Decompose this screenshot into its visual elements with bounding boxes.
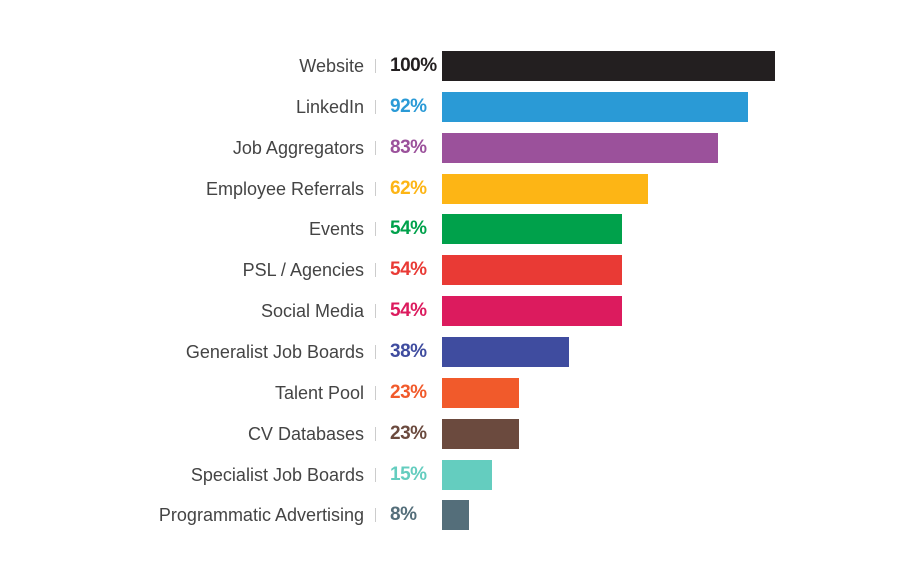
bar xyxy=(442,255,622,286)
category-label: LinkedIn xyxy=(295,96,364,117)
category-label: PSL / Agencies xyxy=(242,260,364,281)
value-label: 38% xyxy=(390,340,427,362)
value-label: 100% xyxy=(390,55,437,76)
value-label: 23% xyxy=(390,422,427,444)
separator xyxy=(375,344,376,359)
value-label: 83% xyxy=(390,136,427,158)
bar-row: LinkedIn 92% xyxy=(0,91,900,122)
bar-row: Programmatic Advertising 8% xyxy=(0,500,900,531)
bar-row: PSL / Agencies 54% xyxy=(0,255,900,286)
category-label: Specialist Job Boards xyxy=(190,464,364,485)
value-label: 54% xyxy=(390,300,427,322)
category-label: Talent Pool xyxy=(274,382,364,403)
separator xyxy=(375,181,376,196)
value-label: 15% xyxy=(390,463,427,485)
category-label: Events xyxy=(308,219,364,240)
bar xyxy=(442,296,622,327)
separator xyxy=(375,263,376,278)
separator xyxy=(375,508,376,523)
category-label: Website xyxy=(299,56,364,76)
bar xyxy=(442,336,569,367)
bar-row: Generalist Job Boards 38% xyxy=(0,336,900,367)
value-label: 8% xyxy=(390,504,417,526)
value-label: 92% xyxy=(390,95,427,117)
category-label: Job Aggregators xyxy=(232,137,364,158)
separator xyxy=(375,426,376,441)
category-label: Social Media xyxy=(260,301,364,322)
value-label: 54% xyxy=(390,259,427,281)
bar-row: Social Media 54% xyxy=(0,296,900,327)
separator xyxy=(375,140,376,155)
category-label: Employee Referrals xyxy=(205,178,364,199)
value-label: 23% xyxy=(390,381,427,403)
category-label: Programmatic Advertising xyxy=(158,505,364,526)
value-label: 62% xyxy=(390,177,427,199)
bar xyxy=(442,51,775,81)
separator xyxy=(375,222,376,237)
separator xyxy=(375,304,376,319)
separator xyxy=(375,99,376,114)
category-label: CV Databases xyxy=(247,423,364,444)
bar xyxy=(442,459,492,490)
bar-row: Events 54% xyxy=(0,214,900,245)
separator xyxy=(375,467,376,482)
bar-row: CV Databases 23% xyxy=(0,418,900,449)
bar xyxy=(442,500,469,531)
separator xyxy=(375,385,376,400)
bar xyxy=(442,214,622,245)
bar xyxy=(442,132,719,163)
bar xyxy=(442,377,519,408)
value-label: 54% xyxy=(390,218,427,240)
bar xyxy=(442,91,749,122)
category-label: Generalist Job Boards xyxy=(185,341,364,362)
bar xyxy=(442,173,649,204)
bar xyxy=(442,418,519,449)
bar-row: Employee Referrals 62% xyxy=(0,173,900,204)
bar-row: Website 100% xyxy=(0,51,900,81)
bar-row: Specialist Job Boards 15% xyxy=(0,459,900,490)
separator xyxy=(375,59,376,73)
bar-row: Talent Pool 23% xyxy=(0,377,900,408)
bar-row: Job Aggregators 83% xyxy=(0,132,900,163)
